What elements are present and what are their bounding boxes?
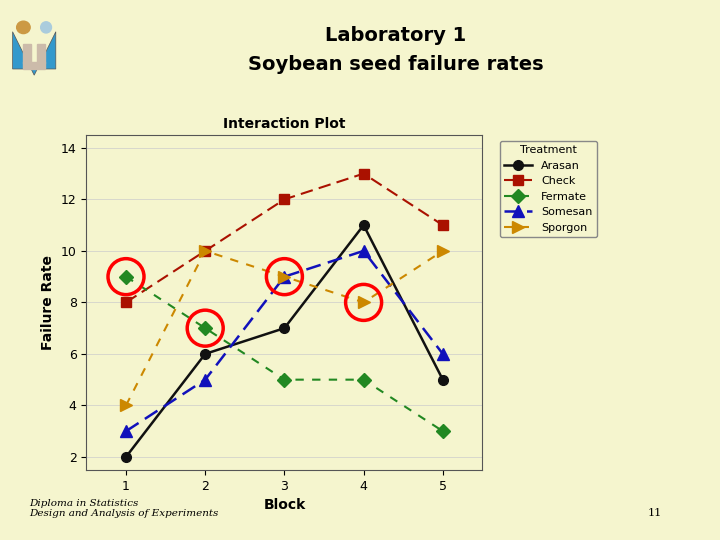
- Text: 11: 11: [648, 508, 662, 518]
- Polygon shape: [13, 32, 56, 75]
- Text: Laboratory 1: Laboratory 1: [325, 25, 467, 45]
- Bar: [23, 62, 45, 69]
- Ellipse shape: [40, 22, 52, 33]
- Ellipse shape: [17, 21, 30, 33]
- Text: Diploma in Statistics
Design and Analysis of Experiments: Diploma in Statistics Design and Analysi…: [29, 499, 218, 518]
- Title: Interaction Plot: Interaction Plot: [223, 117, 346, 131]
- Y-axis label: Failure Rate: Failure Rate: [41, 255, 55, 350]
- Bar: [37, 44, 45, 63]
- Bar: [23, 44, 32, 63]
- Legend: Arasan, Check, Fermate, Somesan, Sporgon: Arasan, Check, Fermate, Somesan, Sporgon: [500, 140, 597, 237]
- X-axis label: Block: Block: [264, 498, 305, 512]
- Text: Soybean seed failure rates: Soybean seed failure rates: [248, 55, 544, 75]
